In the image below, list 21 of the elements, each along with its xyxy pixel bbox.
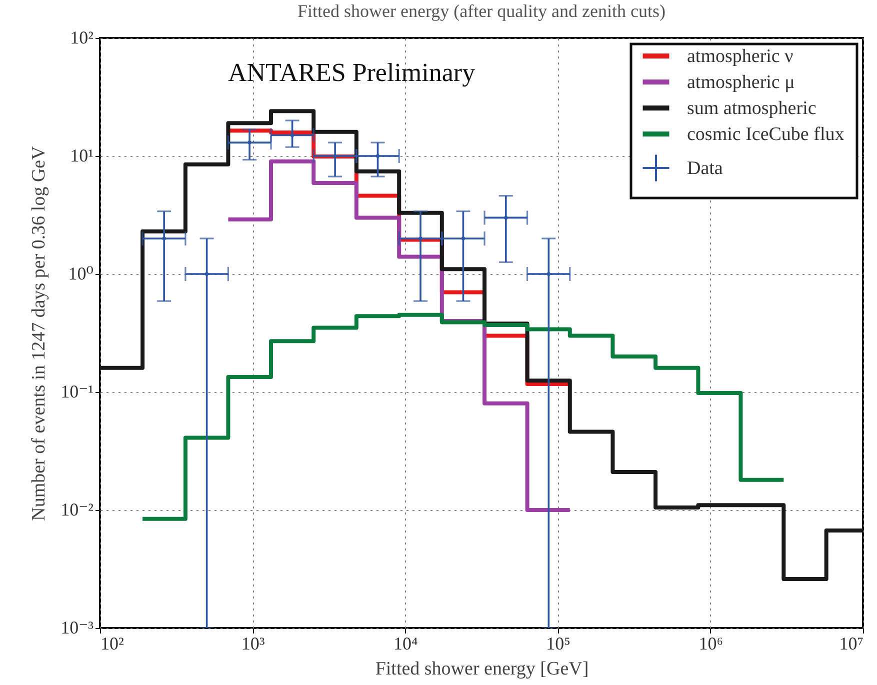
x-tick-label: 10⁴ (394, 634, 418, 654)
y-tick-label: 10⁰ (68, 264, 94, 284)
legend-label: sum atmospheric (687, 98, 816, 119)
x-axis-title: Fitted shower energy [GeV] (375, 658, 589, 680)
x-tick-label: 10³ (241, 634, 266, 654)
annotation: ANTARES Preliminary (228, 58, 476, 87)
legend-label: atmospheric μ (687, 72, 795, 93)
x-tick-label: 10⁵ (546, 634, 570, 654)
x-tick-label: 10⁷ (839, 634, 864, 654)
y-tick-label: 10¹ (70, 146, 94, 166)
x-tick-label: 10² (100, 634, 124, 654)
y-tick-label: 10⁻² (60, 500, 94, 520)
legend-label: atmospheric ν (687, 46, 794, 67)
chart-title: Fitted shower energy (after quality and zenith cuts) (297, 1, 666, 21)
y-tick-label: 10² (70, 28, 94, 48)
legend-label: Data (687, 158, 724, 179)
y-tick-label: 10⁻³ (60, 618, 94, 638)
y-axis-title: Number of events in 1247 days per 0.36 log GeV (28, 146, 50, 521)
y-tick-label: 10⁻¹ (60, 382, 94, 402)
x-tick-label: 10⁶ (698, 634, 724, 654)
legend-label: cosmic IceCube flux (687, 124, 845, 145)
